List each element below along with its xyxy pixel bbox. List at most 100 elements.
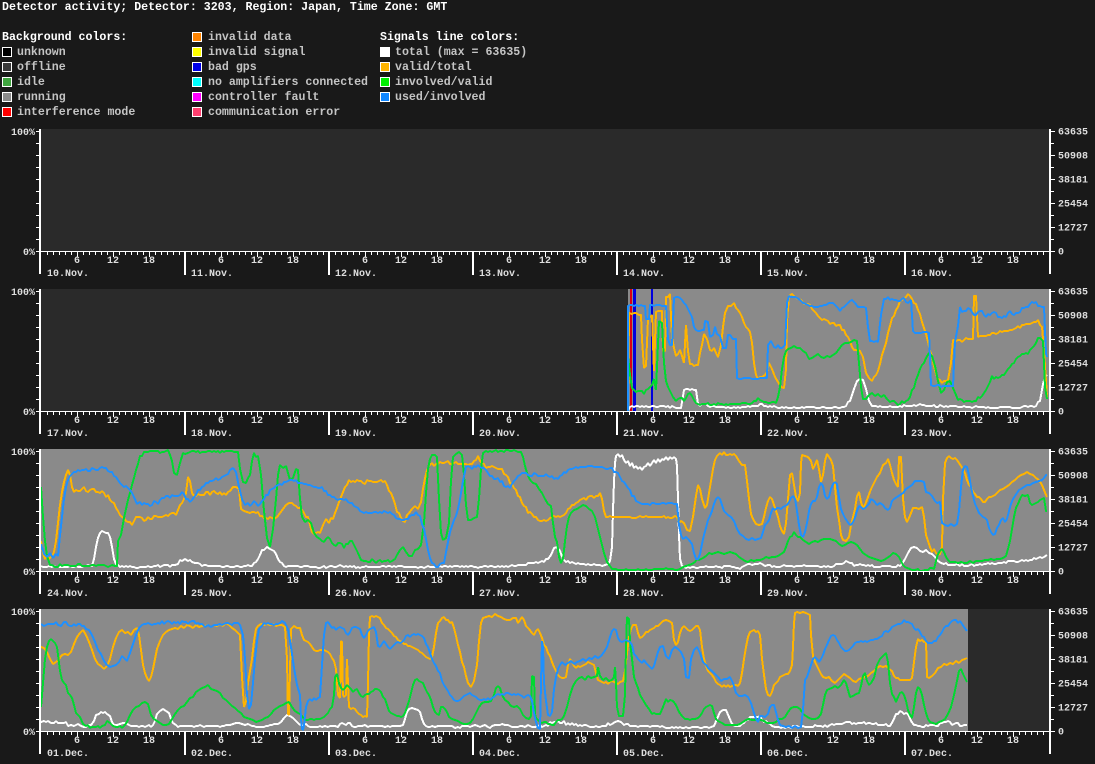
svg-text:12727: 12727 — [1058, 544, 1088, 555]
svg-text:63635: 63635 — [1058, 608, 1088, 619]
svg-text:18: 18 — [719, 736, 731, 747]
svg-text:18: 18 — [575, 256, 587, 267]
svg-text:100%: 100% — [11, 288, 35, 299]
svg-text:12: 12 — [683, 256, 695, 267]
svg-text:6: 6 — [938, 416, 944, 427]
svg-text:6: 6 — [74, 736, 80, 747]
svg-text:0%: 0% — [23, 248, 35, 259]
svg-text:12: 12 — [827, 736, 839, 747]
svg-text:15.Nov.: 15.Nov. — [767, 269, 809, 280]
svg-text:0%: 0% — [23, 408, 35, 419]
svg-text:14.Nov.: 14.Nov. — [623, 269, 665, 280]
svg-text:28.Nov.: 28.Nov. — [623, 589, 665, 600]
svg-text:12: 12 — [971, 416, 983, 427]
svg-text:18: 18 — [719, 256, 731, 267]
svg-text:18: 18 — [575, 576, 587, 587]
svg-text:02.Dec.: 02.Dec. — [191, 749, 233, 760]
svg-text:01.Dec.: 01.Dec. — [47, 749, 89, 760]
svg-text:6: 6 — [794, 736, 800, 747]
svg-text:18: 18 — [1007, 256, 1019, 267]
svg-text:12: 12 — [827, 576, 839, 587]
svg-text:18: 18 — [1007, 576, 1019, 587]
svg-text:12: 12 — [971, 256, 983, 267]
svg-text:22.Nov.: 22.Nov. — [767, 429, 809, 440]
svg-text:6: 6 — [938, 736, 944, 747]
svg-text:18: 18 — [287, 576, 299, 587]
svg-text:07.Dec.: 07.Dec. — [911, 749, 953, 760]
svg-text:25454: 25454 — [1058, 520, 1088, 531]
svg-text:0%: 0% — [23, 728, 35, 739]
svg-text:18: 18 — [863, 416, 875, 427]
svg-text:11.Nov.: 11.Nov. — [191, 269, 233, 280]
svg-text:6: 6 — [74, 416, 80, 427]
svg-text:12: 12 — [251, 256, 263, 267]
svg-text:12: 12 — [107, 736, 119, 747]
svg-text:50908: 50908 — [1058, 472, 1088, 483]
svg-text:63635: 63635 — [1058, 448, 1088, 459]
svg-text:50908: 50908 — [1058, 312, 1088, 323]
svg-text:18: 18 — [1007, 736, 1019, 747]
svg-text:18: 18 — [143, 736, 155, 747]
svg-text:25.Nov.: 25.Nov. — [191, 589, 233, 600]
svg-text:12: 12 — [107, 256, 119, 267]
svg-text:12: 12 — [539, 256, 551, 267]
svg-text:12.Nov.: 12.Nov. — [335, 269, 377, 280]
svg-text:50908: 50908 — [1058, 632, 1088, 643]
svg-text:26.Nov.: 26.Nov. — [335, 589, 377, 600]
svg-text:25454: 25454 — [1058, 200, 1088, 211]
svg-text:6: 6 — [218, 416, 224, 427]
svg-text:12: 12 — [251, 416, 263, 427]
svg-text:20.Nov.: 20.Nov. — [479, 429, 521, 440]
svg-text:18: 18 — [287, 416, 299, 427]
svg-text:6: 6 — [506, 416, 512, 427]
svg-text:18: 18 — [143, 416, 155, 427]
svg-text:29.Nov.: 29.Nov. — [767, 589, 809, 600]
svg-text:05.Dec.: 05.Dec. — [623, 749, 665, 760]
svg-text:100%: 100% — [11, 128, 35, 139]
svg-text:6: 6 — [650, 416, 656, 427]
svg-text:18: 18 — [1007, 416, 1019, 427]
svg-text:6: 6 — [794, 576, 800, 587]
svg-text:0%: 0% — [23, 568, 35, 579]
svg-text:12: 12 — [683, 416, 695, 427]
svg-text:6: 6 — [218, 576, 224, 587]
svg-text:38181: 38181 — [1058, 176, 1088, 187]
svg-text:38181: 38181 — [1058, 496, 1088, 507]
svg-text:18: 18 — [863, 256, 875, 267]
svg-text:12: 12 — [107, 416, 119, 427]
svg-text:6: 6 — [74, 576, 80, 587]
svg-text:17.Nov.: 17.Nov. — [47, 429, 89, 440]
svg-text:6: 6 — [794, 416, 800, 427]
svg-text:0: 0 — [1058, 568, 1064, 579]
svg-text:10.Nov.: 10.Nov. — [47, 269, 89, 280]
svg-text:12: 12 — [971, 576, 983, 587]
svg-text:03.Dec.: 03.Dec. — [335, 749, 377, 760]
svg-text:6: 6 — [74, 256, 80, 267]
svg-text:12: 12 — [683, 576, 695, 587]
svg-text:0: 0 — [1058, 728, 1064, 739]
svg-text:18: 18 — [431, 416, 443, 427]
svg-text:12: 12 — [539, 576, 551, 587]
svg-text:12: 12 — [395, 416, 407, 427]
svg-text:18: 18 — [719, 416, 731, 427]
svg-text:24.Nov.: 24.Nov. — [47, 589, 89, 600]
svg-text:18: 18 — [431, 256, 443, 267]
svg-text:12: 12 — [395, 576, 407, 587]
svg-text:12727: 12727 — [1058, 704, 1088, 715]
svg-text:12: 12 — [251, 736, 263, 747]
svg-text:12: 12 — [539, 416, 551, 427]
svg-text:6: 6 — [650, 256, 656, 267]
svg-text:18.Nov.: 18.Nov. — [191, 429, 233, 440]
svg-text:6: 6 — [362, 416, 368, 427]
svg-text:6: 6 — [506, 576, 512, 587]
svg-text:12: 12 — [827, 416, 839, 427]
svg-text:25454: 25454 — [1058, 680, 1088, 691]
svg-text:50908: 50908 — [1058, 152, 1088, 163]
svg-text:04.Dec.: 04.Dec. — [479, 749, 521, 760]
svg-text:18: 18 — [287, 256, 299, 267]
svg-text:12: 12 — [395, 256, 407, 267]
svg-text:25454: 25454 — [1058, 360, 1088, 371]
svg-text:18: 18 — [863, 576, 875, 587]
svg-text:13.Nov.: 13.Nov. — [479, 269, 521, 280]
svg-text:27.Nov.: 27.Nov. — [479, 589, 521, 600]
